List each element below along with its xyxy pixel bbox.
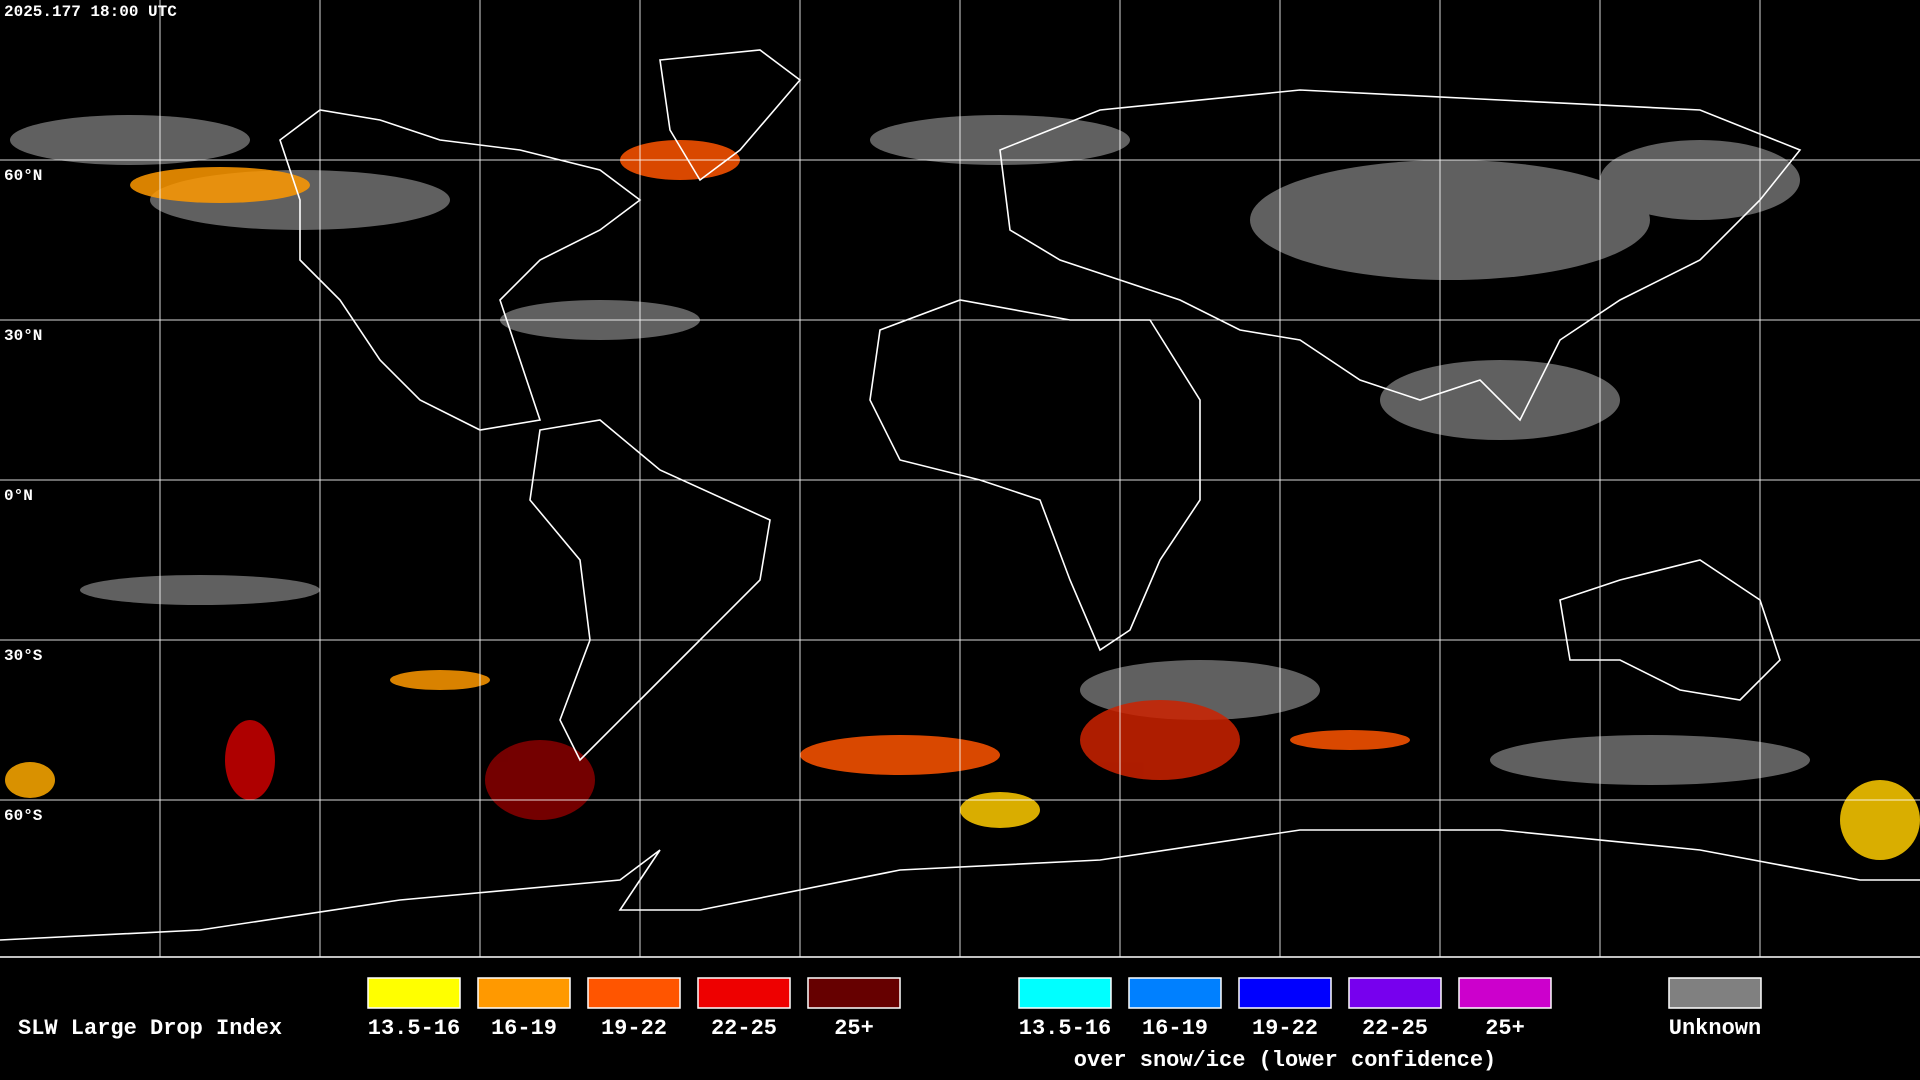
legend-swatch (1238, 977, 1332, 1009)
legend-label: Unknown (1669, 1016, 1761, 1041)
legend-label: 13.5-16 (368, 1016, 460, 1041)
legend-label: 22-25 (711, 1016, 777, 1041)
legend-label: 13.5-16 (1019, 1016, 1111, 1041)
legend: SLW Large Drop Index 13.5-16 16-19 19-22 22… (18, 977, 1762, 1073)
legend-caption: over snow/ice (lower confidence) (1074, 1048, 1496, 1073)
legend-label: 16-19 (1142, 1016, 1208, 1041)
legend-swatch (1018, 977, 1112, 1009)
legend-swatch (1348, 977, 1442, 1009)
legend-swatch (807, 977, 901, 1009)
legend-swatch (1458, 977, 1552, 1009)
legend-label: 16-19 (491, 1016, 557, 1041)
legend-label: 19-22 (601, 1016, 667, 1041)
legend-label: 25+ (834, 1016, 874, 1041)
latitude-label: 30°N (4, 327, 42, 345)
legend-swatch (587, 977, 681, 1009)
latitude-label: 60°S (4, 807, 43, 825)
legend-swatch (367, 977, 461, 1009)
latitude-label: 30°S (4, 647, 43, 665)
legend-label: 19-22 (1252, 1016, 1318, 1041)
legend-swatch (1128, 977, 1222, 1009)
latitude-labels: 60°N 30°N 0°N 30°S 60°S (4, 167, 43, 825)
timestamp: 2025.177 18:00 UTC (4, 3, 177, 21)
legend-swatch (477, 977, 571, 1009)
legend-swatch (697, 977, 791, 1009)
legend-swatch (1668, 977, 1762, 1009)
latitude-label: 0°N (4, 487, 33, 505)
legend-label: 25+ (1485, 1016, 1525, 1041)
legend-label: 22-25 (1362, 1016, 1428, 1041)
graticule (0, 0, 1920, 957)
latitude-label: 60°N (4, 167, 42, 185)
legend-title: SLW Large Drop Index (18, 1016, 282, 1041)
